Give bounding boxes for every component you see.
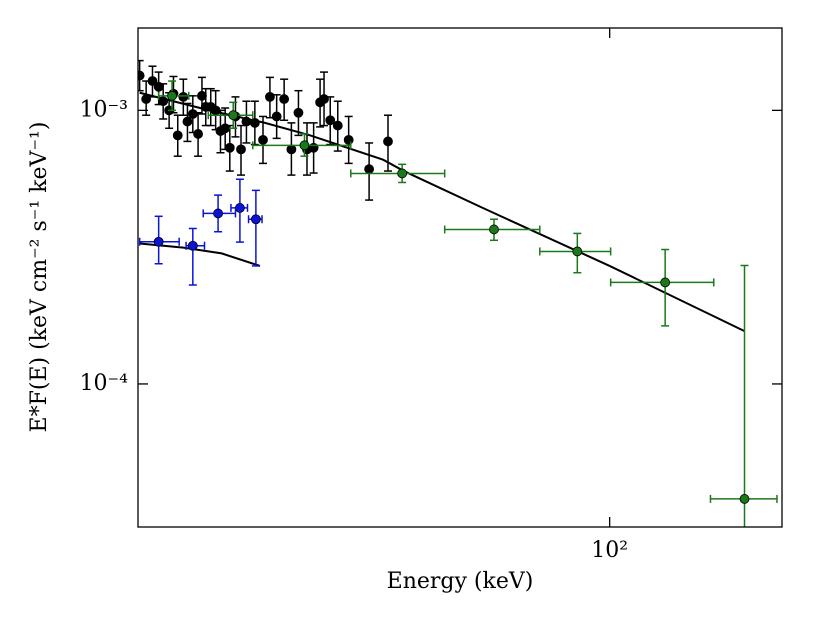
- data-point: [138, 70, 145, 81]
- data-point: [364, 164, 375, 174]
- data-point: [178, 91, 189, 102]
- x-axis-label: Energy (keV): [387, 569, 534, 594]
- data-point: [343, 134, 354, 145]
- data-point: [332, 120, 343, 131]
- data-point: [147, 76, 158, 86]
- model-line: [139, 242, 261, 267]
- data-point: [224, 142, 235, 153]
- data-point: [153, 236, 164, 247]
- data-point: [213, 208, 223, 219]
- data-point: [158, 96, 169, 107]
- axes-frame: [137, 27, 783, 528]
- data-point: [397, 168, 408, 179]
- data-point: [258, 134, 268, 145]
- data-point: [325, 115, 336, 126]
- y-axis-label: E*F(E) (keV cm⁻² s⁻¹ keV⁻¹): [27, 122, 52, 433]
- data-point: [141, 94, 152, 104]
- data-point: [572, 246, 583, 257]
- data-point: [319, 94, 329, 104]
- data-point: [271, 111, 282, 122]
- data-point: [228, 110, 239, 121]
- data-point: [660, 277, 671, 288]
- data-point: [265, 91, 275, 102]
- y-tick-label: 10⁻³: [80, 97, 128, 122]
- data-point: [172, 130, 183, 141]
- data-point: [739, 494, 750, 504]
- x-tick-label: 10²: [591, 538, 628, 563]
- data-point: [299, 140, 310, 151]
- plot-area: [138, 59, 778, 527]
- data-point: [279, 94, 290, 104]
- data-point: [286, 144, 297, 155]
- data-point: [235, 203, 245, 213]
- data-point: [383, 136, 393, 147]
- data-point: [187, 240, 198, 251]
- data-point: [249, 117, 260, 128]
- data-point: [250, 214, 261, 225]
- data-point: [293, 107, 304, 118]
- data-point: [236, 144, 246, 155]
- y-tick-label: 10⁻⁴: [80, 371, 129, 396]
- data-point: [193, 129, 203, 139]
- data-point: [187, 109, 198, 119]
- data-point: [241, 116, 252, 127]
- data-point: [167, 90, 177, 101]
- data-point: [489, 224, 499, 235]
- data-point: [182, 116, 193, 127]
